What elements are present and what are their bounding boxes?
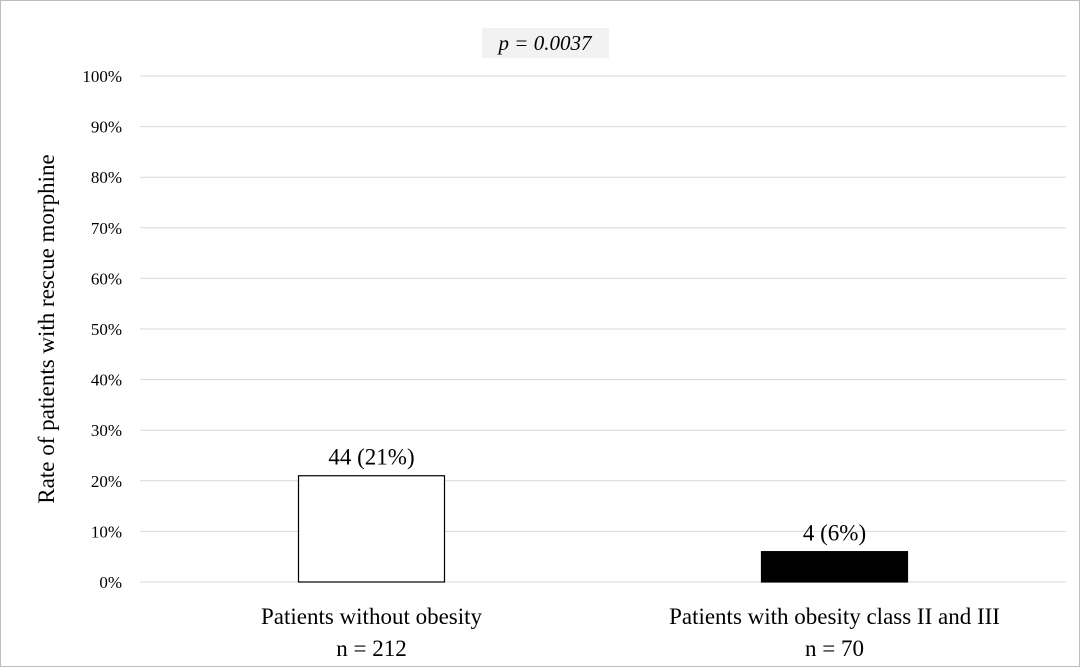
x-category-count: n = 212: [336, 636, 406, 661]
y-tick-label: 90%: [91, 118, 122, 137]
y-tick-label: 20%: [91, 472, 122, 491]
p-value-background: [482, 28, 609, 58]
x-category-count: n = 70: [805, 636, 864, 661]
x-category-label: Patients with obesity class II and III: [669, 604, 1000, 629]
data-label: 4 (6%): [803, 521, 866, 546]
y-axis-label: Rate of patients with rescue morphine: [34, 154, 59, 503]
p-value-annotation: p = 0.0037: [497, 31, 593, 55]
y-axis-ticks: 0% 10% 20% 30% 40% 50% 60% 70% 80% 90% 100%: [82, 67, 122, 592]
x-axis-categories: Patients without obesity n = 212 Patients …: [261, 604, 1000, 661]
bar: [760, 551, 909, 583]
y-tick-label: 30%: [91, 421, 122, 440]
y-tick-label: 0%: [99, 573, 122, 592]
bar: [297, 475, 446, 583]
y-tick-label: 70%: [91, 219, 122, 238]
gridlines: [140, 75, 1066, 583]
x-category-label: Patients without obesity: [261, 604, 483, 629]
y-tick-label: 60%: [91, 269, 122, 288]
y-tick-label: 100%: [82, 67, 122, 86]
data-label: 44 (21%): [328, 445, 414, 470]
data-labels: 44 (21%) 4 (6%): [328, 445, 866, 546]
bars: [297, 475, 909, 583]
y-tick-label: 80%: [91, 168, 122, 187]
y-tick-label: 10%: [91, 522, 122, 541]
y-tick-label: 50%: [91, 320, 122, 339]
y-tick-label: 40%: [91, 371, 122, 390]
